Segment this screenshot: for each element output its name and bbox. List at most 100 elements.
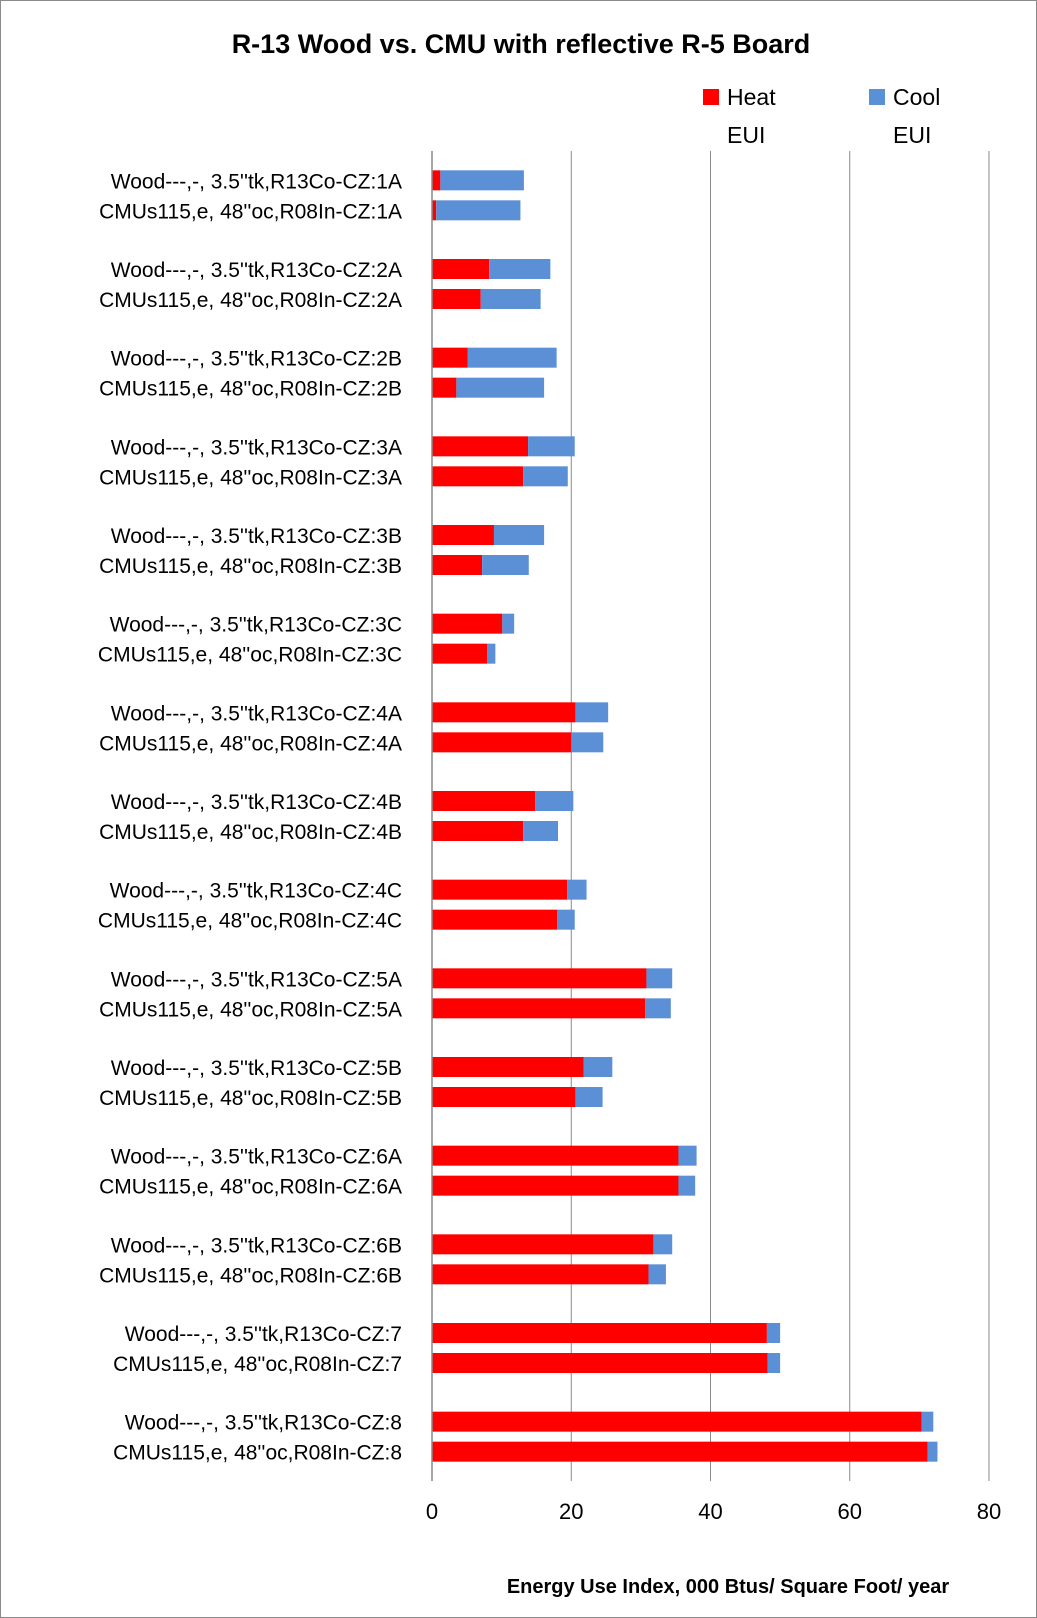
category-label-15: CMUs115,e, 48''oc,R08In-CZ:4B <box>99 821 402 844</box>
bar-heat-26 <box>432 1323 767 1343</box>
bar-cool-5 <box>456 377 545 398</box>
bar-heat-11 <box>432 643 488 664</box>
legend-label-heat-line1: Heat <box>727 84 776 110</box>
bar-cool-2 <box>489 259 551 279</box>
category-label-6: Wood---,-, 3.5''tk,R13Co-CZ:3A <box>111 436 402 459</box>
bar-heat-25 <box>432 1264 649 1285</box>
category-label-7: CMUs115,e, 48''oc,R08In-CZ:3A <box>99 466 402 489</box>
bar-heat-15 <box>432 821 524 841</box>
legend-label-cool-line2: EUI <box>893 122 931 148</box>
bar-cool-29 <box>927 1441 938 1462</box>
bar-cool-23 <box>678 1175 696 1196</box>
gridlines <box>570 151 990 1481</box>
category-label-8: Wood---,-, 3.5''tk,R13Co-CZ:3B <box>111 525 402 548</box>
bar-cool-14 <box>535 791 574 811</box>
bar-heat-3 <box>432 289 481 309</box>
bar-heat-14 <box>432 791 536 811</box>
category-labels: Wood---,-, 3.5''tk,R13Co-CZ:1A CMUs115,e,… <box>98 170 402 1464</box>
bar-heat-2 <box>432 259 490 279</box>
x-tick-label-20: 20 <box>559 1499 583 1524</box>
category-label-1: CMUs115,e, 48''oc,R08In-CZ:1A <box>99 200 402 223</box>
bar-cool-20 <box>583 1057 613 1077</box>
category-label-17: CMUs115,e, 48''oc,R08In-CZ:4C <box>98 910 402 933</box>
bar-cool-27 <box>767 1353 781 1373</box>
bar-cool-8 <box>493 525 545 545</box>
bar-heat-16 <box>432 879 568 900</box>
bar-heat-12 <box>432 702 576 723</box>
bar-heat-7 <box>432 466 524 487</box>
category-label-11: CMUs115,e, 48''oc,R08In-CZ:3C <box>98 644 402 667</box>
bar-cool-6 <box>528 436 575 457</box>
bar-heat-0 <box>432 170 441 191</box>
category-label-21: CMUs115,e, 48''oc,R08In-CZ:5B <box>99 1087 402 1110</box>
x-tick-label-40: 40 <box>698 1499 722 1524</box>
bar-cool-25 <box>648 1264 666 1285</box>
bar-heat-4 <box>432 347 468 368</box>
bar-cool-10 <box>502 613 515 634</box>
bar-heat-24 <box>432 1234 654 1255</box>
bar-heat-1 <box>432 200 437 221</box>
x-axis-title: Energy Use Index, 000 Btus/ Square Foot/… <box>507 1576 950 1598</box>
x-tick-label-80: 80 <box>977 1499 1001 1524</box>
bars <box>432 170 938 1462</box>
category-label-24: Wood---,-, 3.5''tk,R13Co-CZ:6B <box>111 1234 402 1257</box>
bar-cool-0 <box>440 170 524 191</box>
bar-cool-13 <box>571 732 604 753</box>
category-label-0: Wood---,-, 3.5''tk,R13Co-CZ:1A <box>111 170 402 193</box>
x-tick-labels: 0 20 40 60 80 <box>426 1499 1001 1524</box>
category-label-10: Wood---,-, 3.5''tk,R13Co-CZ:3C <box>110 614 402 637</box>
legend: Heat EUI Cool EUI <box>703 84 940 148</box>
bar-cool-9 <box>482 555 529 575</box>
bar-heat-21 <box>432 1087 576 1107</box>
bar-cool-28 <box>921 1411 934 1432</box>
category-label-28: Wood---,-, 3.5''tk,R13Co-CZ:8 <box>125 1412 402 1435</box>
bar-cool-18 <box>646 968 673 989</box>
bar-heat-18 <box>432 968 647 989</box>
category-label-26: Wood---,-, 3.5''tk,R13Co-CZ:7 <box>125 1323 402 1346</box>
category-label-25: CMUs115,e, 48''oc,R08In-CZ:6B <box>99 1264 402 1287</box>
bar-heat-8 <box>432 525 494 545</box>
category-label-29: CMUs115,e, 48''oc,R08In-CZ:8 <box>113 1442 402 1465</box>
x-tick-label-0: 0 <box>426 1499 438 1524</box>
bar-cool-11 <box>487 643 496 664</box>
category-label-18: Wood---,-, 3.5''tk,R13Co-CZ:5A <box>111 968 402 991</box>
bar-heat-23 <box>432 1175 679 1196</box>
category-label-14: Wood---,-, 3.5''tk,R13Co-CZ:4B <box>111 791 402 814</box>
bar-heat-9 <box>432 555 483 575</box>
category-label-4: Wood---,-, 3.5''tk,R13Co-CZ:2B <box>111 348 402 371</box>
x-tick-label-60: 60 <box>838 1499 862 1524</box>
category-label-19: CMUs115,e, 48''oc,R08In-CZ:5A <box>99 998 402 1021</box>
category-label-9: CMUs115,e, 48''oc,R08In-CZ:3B <box>99 555 402 578</box>
bar-heat-10 <box>432 613 503 634</box>
bar-cool-15 <box>523 821 559 841</box>
bar-cool-16 <box>567 879 587 900</box>
category-label-23: CMUs115,e, 48''oc,R08In-CZ:6A <box>99 1176 402 1199</box>
category-label-13: CMUs115,e, 48''oc,R08In-CZ:4A <box>99 732 402 755</box>
legend-swatch-cool <box>869 89 885 105</box>
bar-cool-21 <box>575 1087 603 1107</box>
category-label-2: Wood---,-, 3.5''tk,R13Co-CZ:2A <box>111 259 402 282</box>
category-label-20: Wood---,-, 3.5''tk,R13Co-CZ:5B <box>111 1057 402 1080</box>
bar-heat-29 <box>432 1441 928 1462</box>
category-label-5: CMUs115,e, 48''oc,R08In-CZ:2B <box>99 378 402 401</box>
bar-heat-13 <box>432 732 572 753</box>
bar-heat-19 <box>432 998 646 1019</box>
category-label-3: CMUs115,e, 48''oc,R08In-CZ:2A <box>99 289 402 312</box>
bar-cool-19 <box>645 998 671 1019</box>
category-label-16: Wood---,-, 3.5''tk,R13Co-CZ:4C <box>110 880 402 903</box>
bar-heat-17 <box>432 909 558 930</box>
legend-label-cool-line1: Cool <box>893 84 940 110</box>
category-label-12: Wood---,-, 3.5''tk,R13Co-CZ:4A <box>111 702 402 725</box>
category-label-27: CMUs115,e, 48''oc,R08In-CZ:7 <box>113 1353 402 1376</box>
bar-heat-5 <box>432 377 457 398</box>
bar-cool-7 <box>523 466 568 487</box>
bar-heat-20 <box>432 1057 584 1077</box>
bar-cool-17 <box>557 909 575 930</box>
legend-swatch-heat <box>703 89 719 105</box>
bar-heat-22 <box>432 1145 679 1166</box>
bar-cool-4 <box>467 347 557 368</box>
bar-heat-6 <box>432 436 529 457</box>
bar-heat-28 <box>432 1411 922 1432</box>
